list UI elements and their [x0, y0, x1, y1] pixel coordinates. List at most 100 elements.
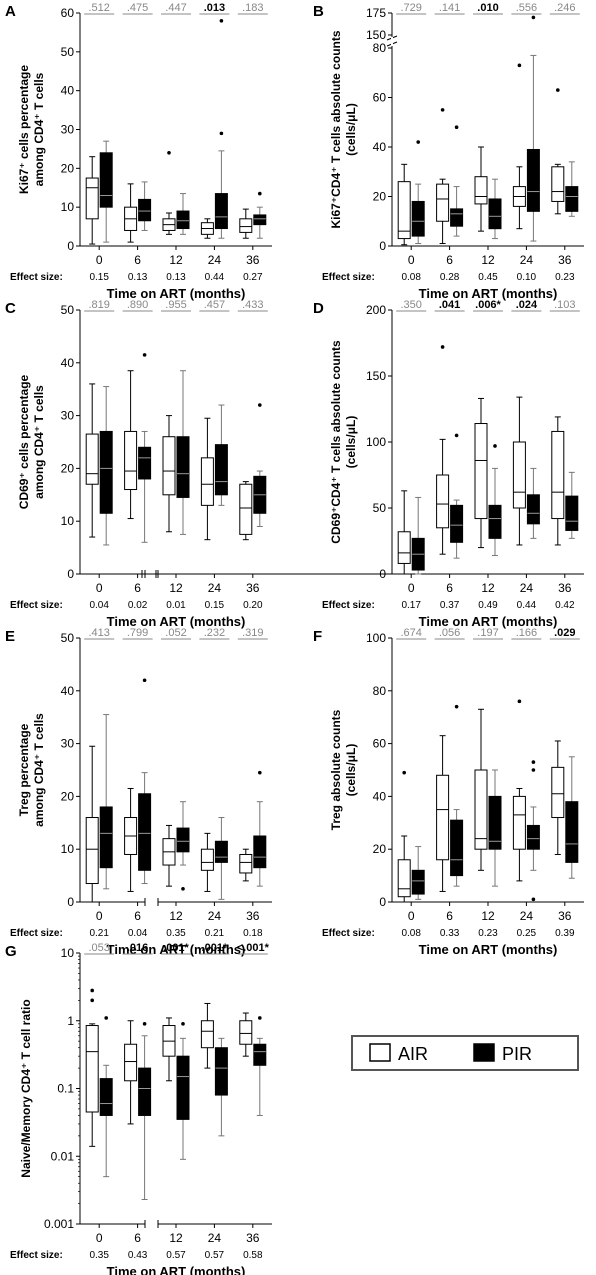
box-air: [85, 1025, 99, 1113]
box-pir: [214, 1047, 228, 1096]
box-pir: [138, 793, 152, 871]
box-pir: [488, 504, 502, 539]
p-value: .350: [400, 299, 421, 311]
y-tick-label: 175: [366, 6, 386, 20]
effect-size-value: 0.15: [89, 272, 109, 283]
legend-swatch-pir: [473, 1043, 495, 1062]
effect-size-label: Effect size:: [322, 600, 375, 611]
panel-f: F 0 20 40 60 80 100 0 .674 0.08 6 .056 0.33 12 .197 0.2…: [313, 627, 584, 957]
box-air: [162, 436, 176, 496]
outlier-point: [440, 108, 445, 112]
box-pir: [214, 193, 228, 230]
y-tick-label: 50: [373, 501, 387, 515]
x-tick-label: 6: [446, 253, 453, 267]
outlier-point: [517, 699, 522, 704]
y-tick-label: 20: [61, 789, 75, 803]
outlier-point: [440, 345, 445, 349]
x-tick-label: 12: [481, 581, 495, 595]
p-value: .001*: [202, 942, 228, 954]
effect-size-value: 0.43: [128, 1250, 148, 1261]
effect-size-value: 0.28: [440, 272, 460, 283]
box-pir: [565, 801, 579, 863]
box-air: [551, 166, 565, 202]
box-pir: [176, 1055, 190, 1120]
effect-size-value: 0.23: [555, 272, 575, 283]
panel-letter: D: [313, 300, 324, 317]
effect-size-value: 0.15: [205, 600, 225, 611]
outlier-point: [454, 125, 459, 129]
outlier-point: [90, 998, 94, 1003]
y-axis-label: Ki67⁺ cells percentageamong CD4⁺ T cells: [17, 65, 46, 194]
effect-size-value: 0.39: [555, 928, 575, 939]
p-value: .016: [127, 942, 148, 954]
outlier-point: [416, 140, 421, 144]
outlier-point: [258, 1016, 262, 1020]
panel-g: G 0.001 0.01 0.1 1 10 0 .053 0.35 6 .016 0.43 12 .001…: [5, 942, 272, 1275]
x-tick-label: 12: [169, 909, 183, 923]
x-tick-label: 0: [96, 1231, 103, 1245]
p-value: .103: [554, 299, 575, 311]
box-air: [85, 817, 99, 885]
outlier-point: [258, 191, 262, 196]
effect-size-value: 0.08: [401, 272, 421, 283]
effect-size-label: Effect size:: [10, 600, 63, 611]
effect-size-value: 0.57: [166, 1250, 186, 1261]
p-value: .729: [400, 2, 421, 14]
effect-size-value: 0.45: [478, 272, 498, 283]
x-axis-label: Time on ART (months): [419, 614, 558, 629]
x-tick-label: 36: [558, 253, 572, 267]
box-pir: [99, 152, 113, 208]
p-value: .674: [400, 627, 421, 639]
box-pir: [253, 1043, 267, 1066]
p-value: .433: [242, 299, 263, 311]
p-value: .056: [439, 627, 460, 639]
box-air: [436, 183, 450, 222]
p-value: .013: [204, 2, 225, 14]
box-air: [239, 483, 253, 535]
x-tick-label: 6: [446, 581, 453, 595]
box-air: [397, 531, 411, 564]
box-air: [239, 853, 253, 874]
box-air: [85, 433, 99, 485]
outlier-point: [219, 131, 224, 136]
x-tick-label: 0: [408, 253, 415, 267]
y-axis-label: Naive/Memory CD4⁺ T cell ratio: [19, 999, 33, 1177]
p-value: .457: [204, 299, 225, 311]
p-value: <.001*: [237, 942, 270, 954]
box-air: [512, 795, 526, 850]
x-tick-label: 24: [208, 581, 222, 595]
x-tick-label: 6: [134, 909, 141, 923]
effect-size-value: 0.21: [205, 928, 225, 939]
y-tick-label: 30: [61, 409, 75, 423]
box-pir: [138, 446, 152, 480]
y-tick-label: 50: [61, 45, 75, 59]
outlier-point: [181, 887, 185, 891]
p-value: .955: [165, 299, 186, 311]
effect-size-value: 0.33: [440, 928, 460, 939]
x-tick-label: 24: [520, 253, 534, 267]
panel-letter: F: [313, 628, 322, 645]
x-tick-label: 0: [96, 581, 103, 595]
box-pir: [99, 1078, 113, 1116]
outlier-point: [167, 151, 171, 155]
y-tick-label: 30: [61, 123, 75, 137]
x-tick-label: 12: [169, 1231, 183, 1245]
outlier-point: [258, 403, 262, 407]
box-pir: [214, 444, 228, 496]
x-tick-label: 36: [246, 909, 260, 923]
box-pir: [138, 198, 152, 222]
effect-size-value: 0.02: [128, 600, 148, 611]
y-tick-label: 20: [61, 161, 75, 175]
y-tick-label: 100: [366, 631, 386, 645]
y-tick-label: 10: [61, 842, 75, 856]
p-value: .413: [88, 627, 109, 639]
p-value: .819: [88, 299, 109, 311]
x-tick-label: 36: [246, 1231, 260, 1245]
outlier-point: [181, 1022, 185, 1026]
outlier-point: [142, 1022, 147, 1026]
p-value: .799: [127, 627, 148, 639]
y-tick-label: 200: [366, 303, 386, 317]
panel-a: A 0 10 20 30 40 50 60 0 .512 0.15 6 .475 0.13 12 .447 0.…: [5, 2, 272, 301]
panel-letter: C: [5, 300, 16, 317]
y-tick-label: 40: [61, 84, 75, 98]
